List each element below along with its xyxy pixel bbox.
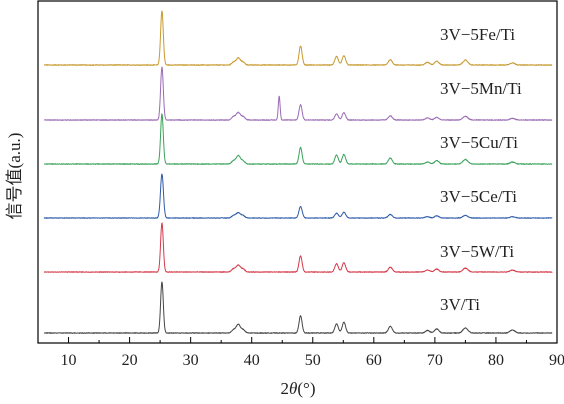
x-tick-label: 20 bbox=[122, 352, 138, 369]
x-tick-label: 40 bbox=[244, 352, 260, 369]
series-label: 3V−5Ce/Ti bbox=[440, 187, 517, 206]
x-tick-label: 30 bbox=[183, 352, 199, 369]
series-line bbox=[43, 222, 553, 273]
y-axis-title: 信号值(a.u.) bbox=[5, 133, 24, 220]
x-axis-title-suffix: (°) bbox=[297, 379, 315, 398]
series-line bbox=[43, 173, 553, 219]
series-labels: 3V−5Fe/Ti 3V−5Mn/Ti 3V−5Cu/Ti 3V−5Ce/Ti 3V−5… bbox=[440, 25, 522, 314]
x-axis-title-prefix: 2 bbox=[281, 379, 290, 398]
series-label: 3V−5Cu/Ti bbox=[440, 133, 518, 152]
plot-frame bbox=[37, 0, 558, 344]
x-tick-label: 50 bbox=[305, 352, 321, 369]
x-axis: 10 20 30 40 50 60 70 80 90 bbox=[37, 337, 564, 369]
x-tick-label: 70 bbox=[427, 352, 443, 369]
series-label: 3V/Ti bbox=[440, 295, 480, 314]
x-tick-label: 80 bbox=[488, 352, 504, 369]
x-tick-label: 60 bbox=[366, 352, 382, 369]
series-label: 3V−5W/Ti bbox=[440, 242, 514, 261]
series-line bbox=[43, 66, 553, 121]
series-layer bbox=[43, 10, 553, 334]
x-tick-label: 10 bbox=[61, 352, 77, 369]
series-label: 3V−5Mn/Ti bbox=[440, 79, 522, 98]
x-axis-title-theta: θ bbox=[289, 379, 297, 398]
x-axis-title: 2θ(°) bbox=[281, 379, 316, 398]
x-tick-label: 90 bbox=[549, 352, 564, 369]
series-line bbox=[43, 10, 553, 66]
series-line bbox=[43, 113, 553, 165]
series-line bbox=[43, 281, 553, 334]
series-label: 3V−5Fe/Ti bbox=[440, 25, 515, 44]
